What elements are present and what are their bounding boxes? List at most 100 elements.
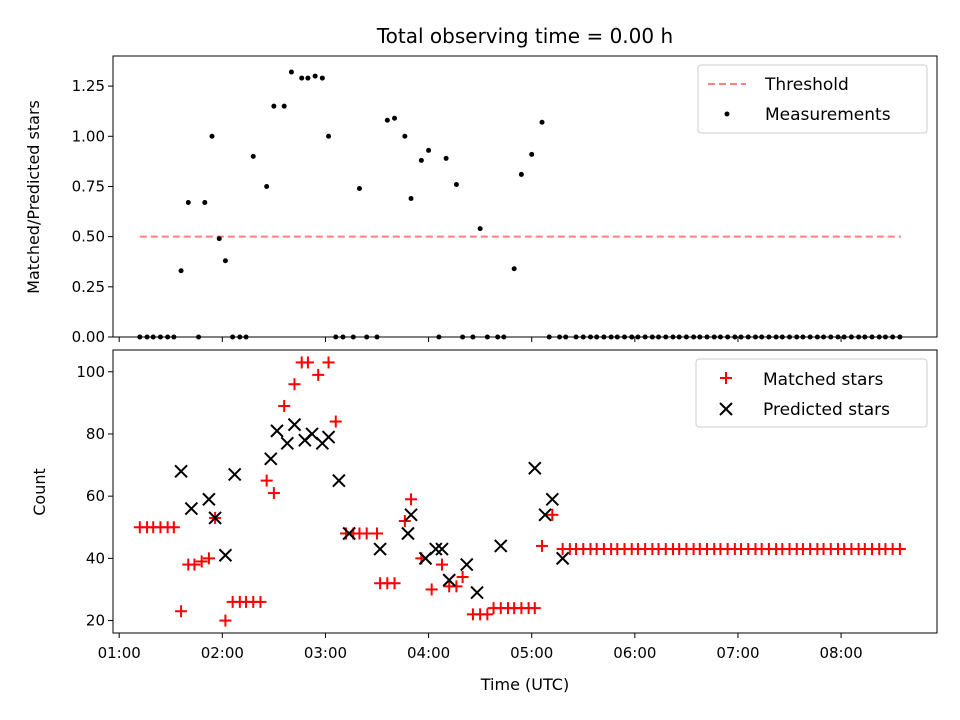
top-legend: Threshold Measurements (697, 64, 928, 134)
top-x-ticks (118, 337, 842, 342)
measurement-point (501, 334, 507, 340)
measurement-point (807, 334, 813, 340)
measurement-point (897, 334, 903, 340)
predicted-star-marker (435, 542, 449, 556)
matched-star-marker (425, 583, 438, 596)
measurement-point (264, 183, 270, 189)
top-y-tick-label: 1.00 (72, 127, 105, 145)
x-tick-label: 04:00 (407, 644, 450, 662)
matched-star-marker (219, 614, 232, 627)
bottom-y-tick-label: 40 (86, 549, 105, 567)
measurement-point (539, 119, 545, 125)
measurement-point (848, 334, 854, 340)
predicted-star-marker (332, 473, 346, 488)
measurement-point (443, 155, 449, 161)
measurement-point (587, 334, 593, 340)
bottom-y-tick-label: 60 (86, 487, 105, 505)
measurement-point (453, 181, 459, 187)
predicted-star-marker (460, 557, 474, 572)
predicted-star-marker (528, 461, 542, 475)
matched-star-marker (435, 558, 448, 571)
measurement-point (150, 334, 156, 340)
measurement-point (299, 75, 305, 81)
matched-star-marker (893, 543, 906, 556)
measurement-point (779, 334, 785, 340)
measurement-point (738, 334, 744, 340)
matched-star-marker (260, 474, 273, 487)
x-tick-label: 06:00 (613, 644, 656, 662)
measurement-points (137, 69, 903, 340)
predicted-star-marker (280, 436, 294, 451)
measurement-point (364, 334, 370, 340)
matched-star-marker (288, 378, 301, 391)
measurement-point (511, 266, 517, 272)
measurement-point (725, 334, 731, 340)
top-y-tick-label: 0.25 (72, 278, 105, 296)
measurement-point (250, 153, 256, 159)
predicted-star-marker (264, 452, 278, 466)
predicted-star-marker (184, 501, 199, 516)
measurement-point (288, 69, 294, 75)
measurement-point (711, 334, 717, 340)
predicted-star-marker (494, 539, 508, 553)
measurement-point (882, 334, 888, 340)
measurement-point (835, 334, 841, 340)
bottom-panel: 20 40 60 80 100 01:00 02:00 03:00 04:00 05:00 06:… (30, 349, 938, 694)
measurement-point (157, 334, 163, 340)
matched-star-marker (322, 356, 335, 369)
measurement-point (408, 196, 414, 202)
x-tick-label: 05:00 (510, 644, 553, 662)
measurement-point (594, 334, 600, 340)
measurement-point (573, 334, 579, 340)
measurement-point (196, 334, 202, 340)
top-y-tick-label: 0.75 (72, 177, 105, 195)
predicted-star-marker (174, 464, 188, 478)
matched-star-marker (398, 515, 411, 528)
measurement-point (529, 151, 535, 157)
measurement-point (402, 133, 408, 139)
matched-star-marker (388, 577, 401, 590)
measurement-point (752, 334, 758, 340)
measurement-point (557, 334, 563, 340)
measurement-point (356, 185, 362, 191)
measurement-point (800, 334, 806, 340)
measurement-point (222, 258, 228, 264)
matched-star-marker (167, 521, 180, 534)
matched-star-marker (481, 608, 494, 621)
predicted-star-marker (227, 467, 242, 482)
measurement-point (518, 171, 524, 177)
legend-threshold-label: Threshold (764, 75, 849, 95)
matched-star-marker (360, 527, 373, 540)
measurement-point (137, 334, 143, 340)
measurement-point (312, 73, 318, 79)
measurement-point (814, 334, 820, 340)
measurement-point (890, 334, 896, 340)
measurement-point (869, 334, 875, 340)
measurement-point (766, 334, 772, 340)
measurement-point (649, 334, 655, 340)
measurement-point (326, 133, 332, 139)
measurement-point (144, 334, 150, 340)
matched-star-marker (202, 552, 215, 565)
legend-predicted-label: Predicted stars (763, 400, 890, 420)
top-axes-frame (112, 55, 938, 338)
matched-star-marker (536, 539, 549, 552)
matched-star-marker (175, 605, 188, 618)
matched-star-marker (546, 508, 559, 521)
measurement-point (271, 103, 277, 109)
x-axis-label: Time (UTC) (480, 675, 569, 694)
measurement-point (202, 200, 208, 206)
bottom-x-ticks: 01:00 02:00 03:00 04:00 05:00 06:00 07:00 08:00 (98, 633, 863, 662)
measurement-point (546, 334, 552, 340)
measurement-point (732, 334, 738, 340)
measurement-point (608, 334, 614, 340)
bottom-axes-frame (112, 349, 938, 634)
x-tick-label: 03:00 (304, 644, 347, 662)
measurement-point (392, 115, 398, 121)
measurement-point (773, 334, 779, 340)
matched-star-marker (312, 368, 325, 381)
measurement-point (683, 334, 689, 340)
measurement-point (305, 75, 311, 81)
measurement-point (642, 334, 648, 340)
